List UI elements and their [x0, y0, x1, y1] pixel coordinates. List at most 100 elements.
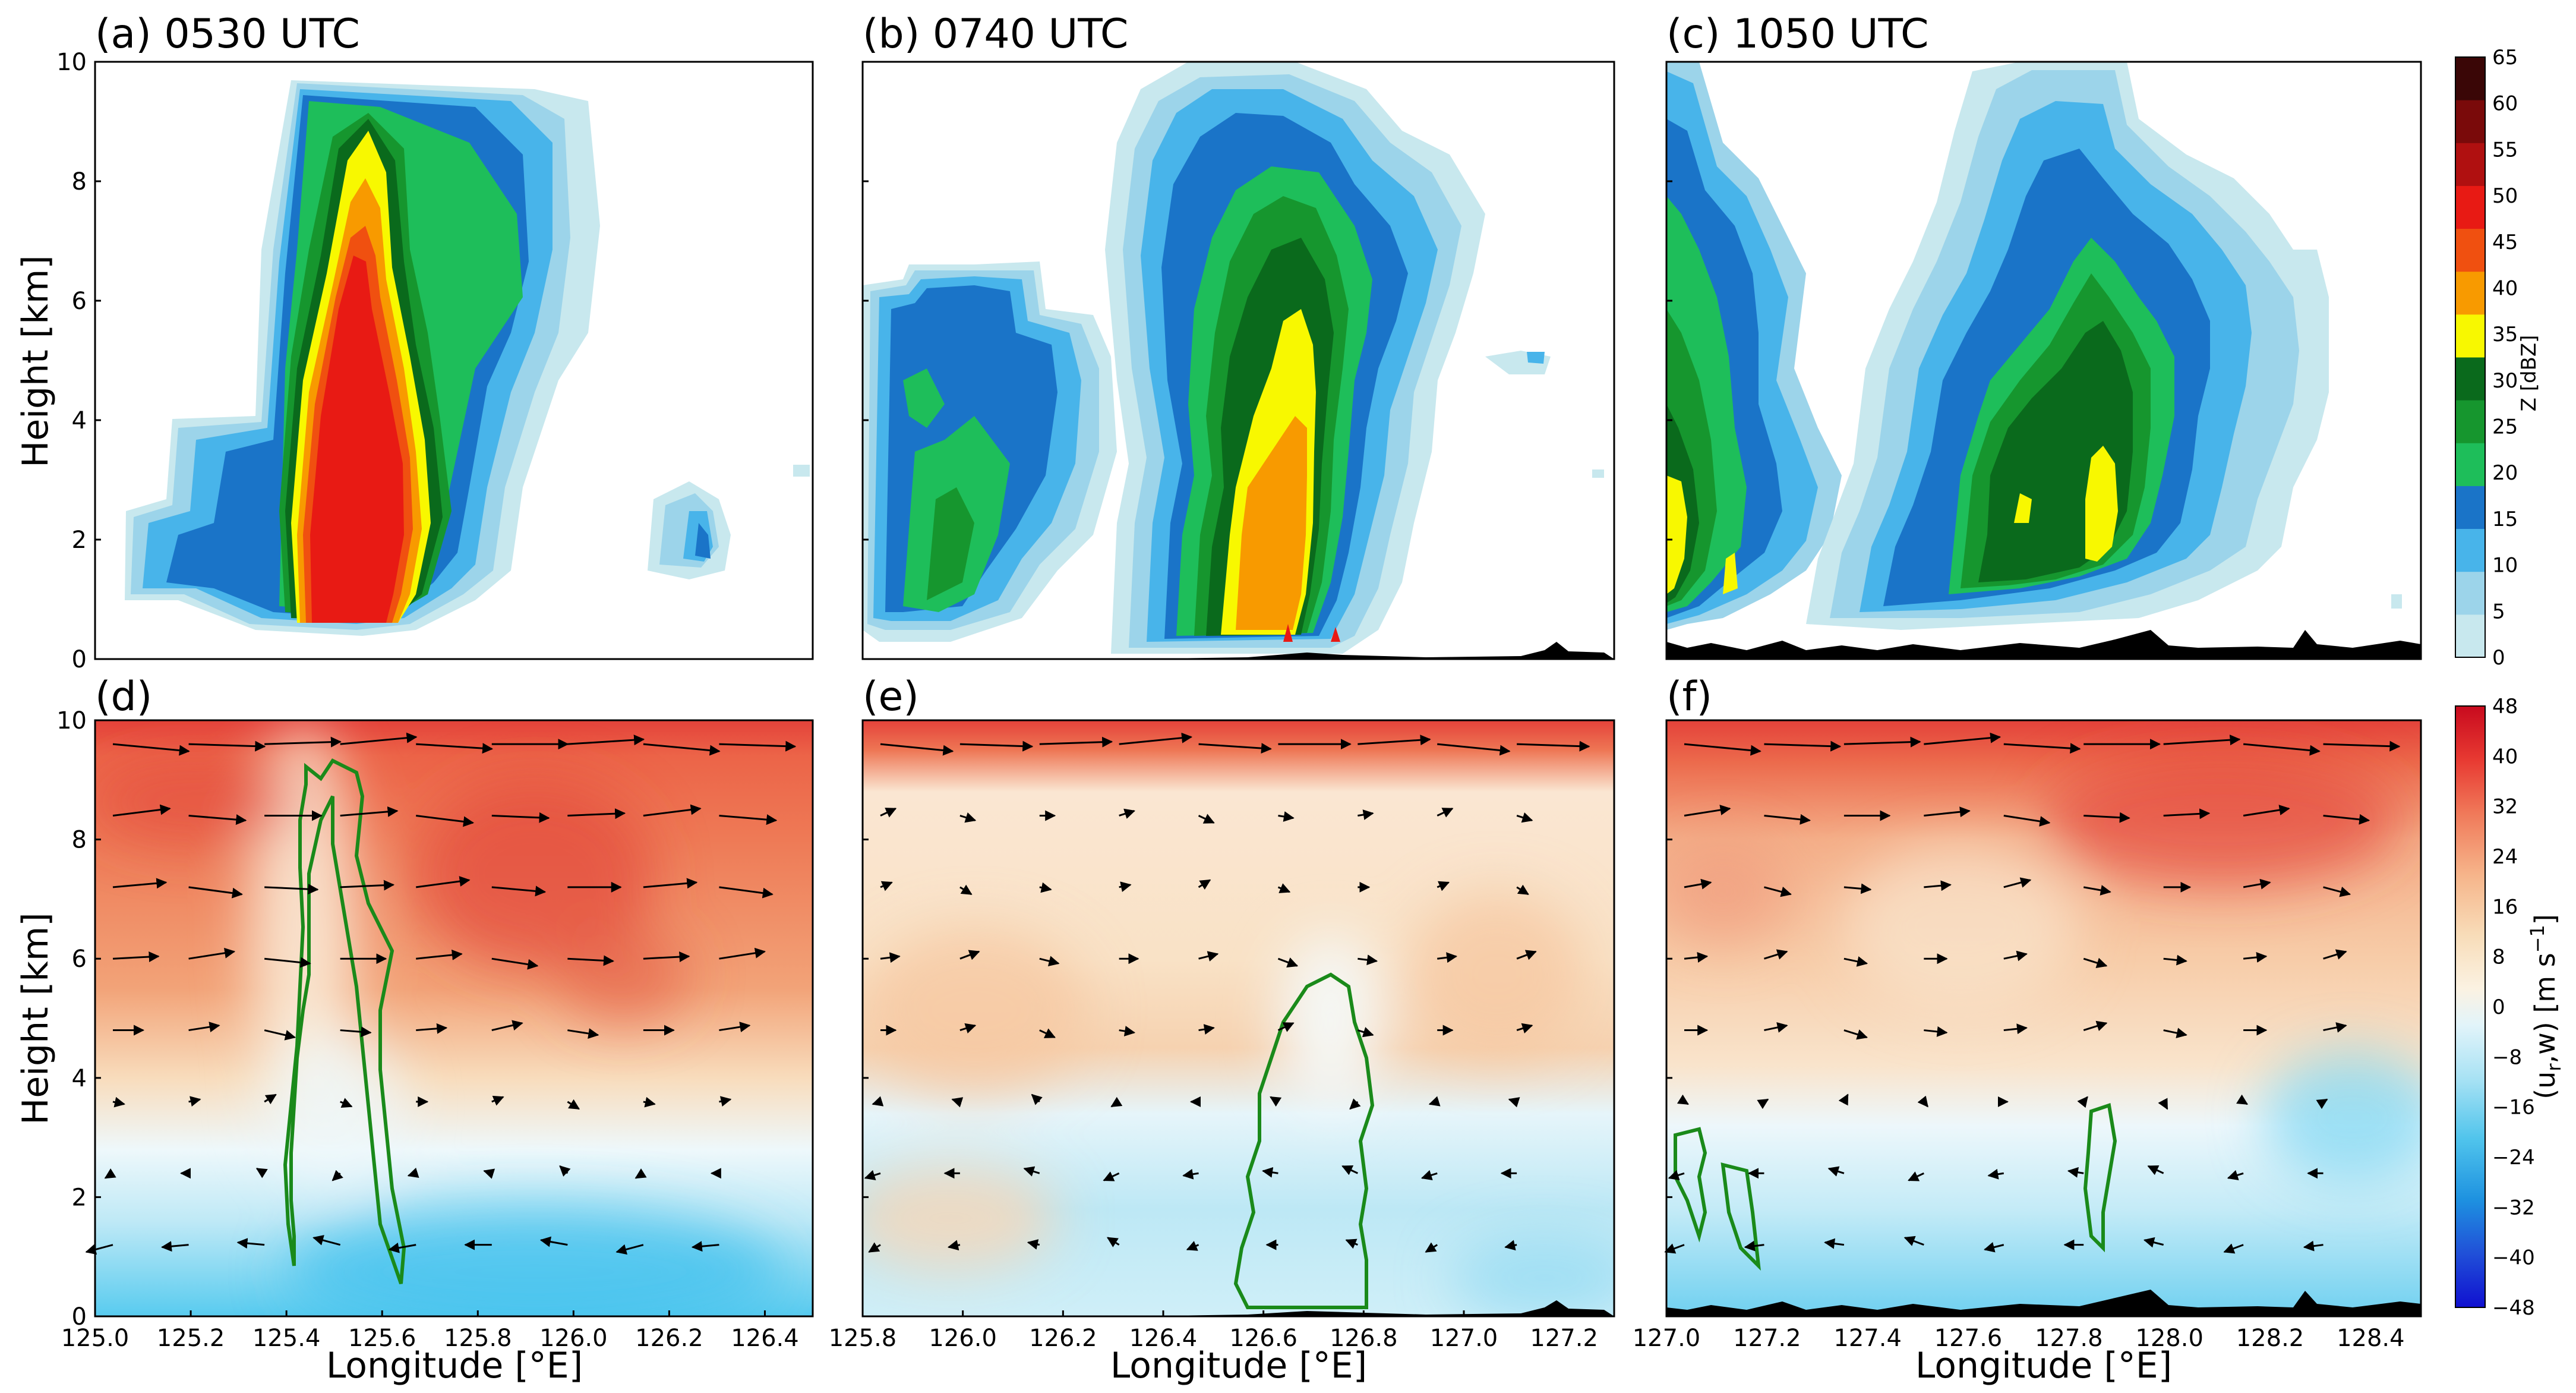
colorbar-bottom-label: (ur,w) [m s−1]: [2526, 914, 2565, 1099]
panel-d-wind-vector: [112, 878, 168, 889]
panel-f-wind-vector: [2223, 1243, 2244, 1254]
panel-f-wind-vector: [1917, 1095, 1928, 1108]
panel-f-xtick-label: 127.2: [1733, 1325, 1801, 1352]
panel-d-wind-vector: [559, 1165, 571, 1177]
panel-e-wind-vector: [1516, 812, 1533, 823]
colorbar-top-tick-label: 15: [2492, 508, 2518, 531]
colorbar-top-swatch: [2455, 57, 2485, 100]
panel-a-ytick-label: 0: [72, 646, 87, 673]
panel-f-wind-vector: [1827, 1166, 1845, 1177]
panel-a-label: (a) 0530 UTC: [95, 11, 360, 58]
panel-f-wind-vector: [2083, 885, 2111, 896]
panel-b-reflectivity: [863, 62, 1614, 659]
colorbar-bottom-tick-label: −32: [2492, 1196, 2535, 1219]
panel-e-wind-vector: [959, 950, 980, 960]
panel-d-xtick-label: 126.2: [635, 1325, 703, 1352]
colorbar-top-swatch: [2455, 271, 2485, 315]
panel-f-frame: [1665, 719, 2422, 1318]
panel-d-wind-vector: [491, 1020, 523, 1032]
panel-f-wind-vector: [1763, 949, 1788, 960]
panel-f-wind-vector: [2003, 1023, 2028, 1035]
panel-d-wind-vector: [112, 743, 190, 756]
panel-d-wind-vector: [416, 876, 471, 888]
panel-d-xtick-label: 125.2: [157, 1325, 225, 1352]
colorbar-top-tick-label: 60: [2492, 92, 2518, 116]
y-axis-label-top: Height [km]: [15, 255, 56, 467]
panel-e-wind-vector: [880, 743, 954, 756]
colorbar-top-swatch: [2455, 528, 2485, 572]
panel-e-wind-vector: [1106, 1237, 1120, 1247]
panel-d-wind-vector: [340, 880, 395, 891]
colorbar-bottom-tick-label: 8: [2492, 946, 2505, 969]
colorbar-top-swatch: [2455, 614, 2485, 658]
panel-e-wind-vector: [1119, 808, 1135, 819]
panel-d-wind-vector: [264, 1093, 277, 1105]
colorbar-bottom-tick-label: 48: [2492, 695, 2518, 718]
panel-f-wind-vector: [1764, 1022, 1788, 1033]
panel-f-wind-vector: [1838, 1093, 1849, 1106]
panel-e-wind-vector: [1277, 957, 1299, 967]
panel-d-xtick-label: 126.0: [539, 1325, 608, 1352]
panel-f-wind-vector: [2163, 954, 2187, 966]
panel-d-wind-vector: [719, 740, 797, 752]
panel-d-wind-vector: [264, 884, 319, 895]
panel-c-frame: [1665, 61, 2422, 660]
panel-e-wind-vector: [959, 884, 973, 896]
panel-f-wind-vector: [1684, 878, 1712, 890]
panel-e-wind-vector: [959, 1023, 977, 1033]
panel-d-contour: [283, 758, 406, 1284]
panel-e-xtick-label: 127.0: [1430, 1325, 1498, 1352]
colorbar-top-tick-label: 30: [2492, 369, 2518, 393]
panel-e-wind-vector: [1198, 814, 1215, 824]
panel-a: [95, 62, 813, 659]
panel-f-wind-vector: [2316, 1098, 2328, 1110]
panel-f-xtick-label: 128.0: [2135, 1325, 2204, 1352]
panel-f-wind-vector: [2227, 1170, 2244, 1181]
panel-f-wind-vector: [2323, 886, 2351, 897]
panel-f-wind-vector: [2083, 1020, 2108, 1031]
panel-f-xtick-label: 128.2: [2236, 1325, 2304, 1352]
panel-e-wind-vector: [1119, 881, 1132, 892]
panel-d-wind-vector: [264, 736, 342, 748]
panel-f-wind-vector: [1764, 814, 1811, 825]
panel-f-wind-vector: [2003, 743, 2081, 754]
panel-d-wind-vector: [483, 1168, 495, 1179]
panel-d-wind-vector: [388, 1242, 416, 1253]
panel-f-xtick-label: 127.4: [1833, 1325, 1902, 1352]
wind-vectors: [85, 732, 2401, 1255]
panel-e-wind-vector: [1198, 743, 1272, 754]
panel-d-wind-vector: [491, 957, 539, 970]
panel-e-wind-vector: [1198, 951, 1219, 962]
panel-f-wind-vector: [2303, 1240, 2324, 1252]
panel-e-wind-vector: [1198, 1024, 1215, 1035]
panel-e-wind-vector: [1349, 1098, 1361, 1110]
panel-e-wind-vector: [880, 881, 893, 891]
panel-e-frame: [861, 719, 1615, 1318]
panel-e-wind-vector: [868, 1242, 881, 1253]
colorbar-top-tick-label: 5: [2492, 600, 2505, 623]
panel-d-wind-vector: [340, 1098, 353, 1108]
panel-e-wind-vector: [951, 1097, 964, 1108]
panel-f-wind-vector: [1677, 1094, 1689, 1105]
panel-e-xtick-label: 126.0: [929, 1325, 997, 1352]
panel-e-wind-vector: [1437, 808, 1454, 818]
panel-e-wind-vector: [1277, 1022, 1295, 1032]
panel-e-contour: [1233, 972, 1375, 1309]
panel-f-wind-vector: [2243, 878, 2271, 890]
panel-e-wind-vector: [1023, 1166, 1040, 1177]
panel-f-wind-vector: [1924, 880, 1952, 891]
panel-f-wind-vector: [2163, 735, 2241, 746]
panel-d-wind-vector: [407, 1167, 419, 1178]
panel-f-wind-vector: [2323, 1022, 2347, 1033]
panel-f-wind-vector: [1924, 732, 2002, 745]
panel-f-wind-vector: [2323, 949, 2347, 960]
colorbar-bottom-tick-label: −16: [2492, 1096, 2535, 1120]
panel-e-wind-vector: [1031, 1093, 1043, 1105]
panel-d-wind-vector: [719, 1022, 751, 1032]
panel-f-wind-vector: [1843, 956, 1868, 967]
panel-f-wind-vector: [1843, 1029, 1868, 1040]
panel-e-wind-vector: [1420, 1170, 1438, 1181]
panel-d-wind-vector: [188, 814, 247, 825]
panel-d-wind-vector: [615, 1244, 644, 1255]
panel-f-xtick-label: 127.6: [1934, 1325, 2003, 1352]
